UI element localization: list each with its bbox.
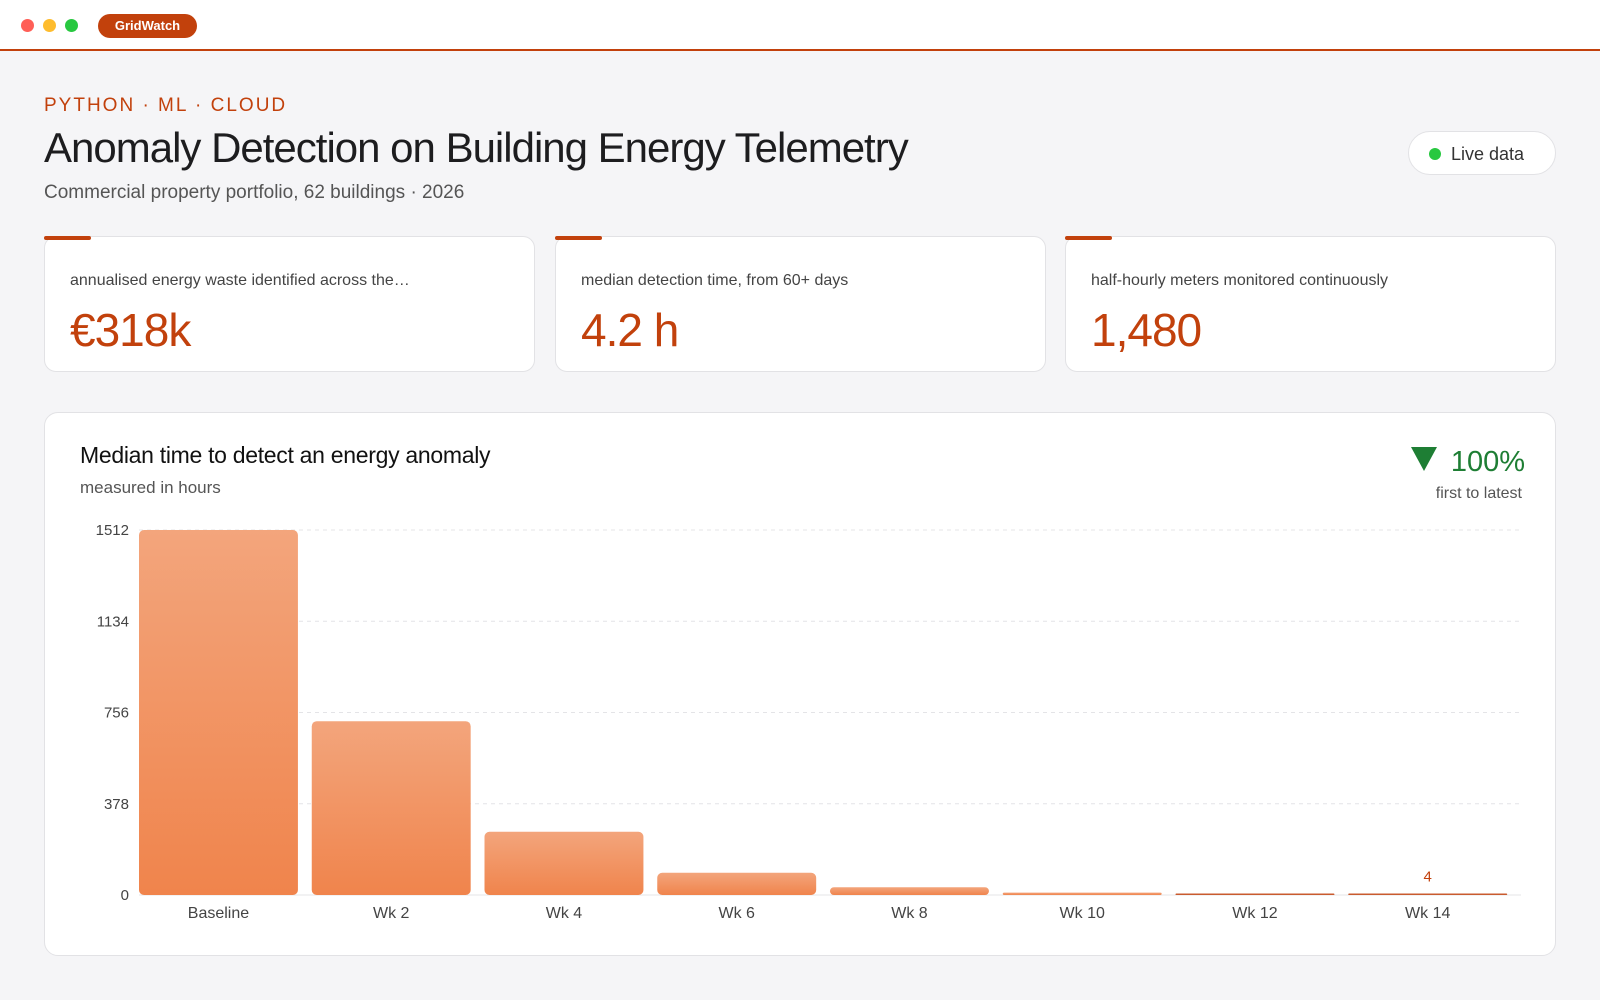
stat-card-meters: half-hourly meters monitored continuousl…	[1065, 236, 1556, 372]
app-name-badge: GridWatch	[98, 14, 197, 38]
x-tick-label: Baseline	[188, 905, 249, 922]
bar-value-label: 4	[1424, 869, 1432, 886]
x-tick-label: Wk 8	[891, 905, 928, 922]
stat-card-energy-waste: annualised energy waste identified acros…	[44, 236, 535, 372]
y-tick-label: 756	[104, 705, 129, 722]
bar-wk-12[interactable]	[1175, 893, 1335, 896]
x-tick-label: Wk 2	[373, 905, 410, 922]
stat-label: half-hourly meters monitored continuousl…	[1091, 272, 1389, 289]
stat-value: €318k	[70, 304, 191, 356]
down-triangle-icon	[1411, 447, 1437, 471]
y-tick-label: 1512	[96, 522, 129, 539]
y-tick-label: 378	[104, 796, 129, 813]
minimize-window-button[interactable]	[43, 19, 56, 32]
stat-accent-bar	[44, 236, 91, 240]
bar-baseline[interactable]	[139, 530, 298, 895]
bar-wk-2[interactable]	[311, 721, 471, 895]
bar-wk-14[interactable]	[1348, 893, 1508, 896]
stat-label: median detection time, from 60+ days	[581, 272, 849, 289]
bar-wk-10[interactable]	[1002, 892, 1162, 895]
live-data-label: Live data	[1451, 144, 1525, 164]
y-tick-label: 1134	[97, 613, 129, 630]
stat-label: annualised energy waste identified acros…	[70, 272, 410, 289]
bar-chart: 0 378 756 1134 1512 Baseline Wk 2 Wk 4 Wk 6 Wk 8 W…	[96, 522, 1521, 922]
stat-accent-bar	[555, 236, 602, 240]
stat-accent-bar	[1065, 236, 1112, 240]
chart-subtitle: measured in hours	[80, 478, 221, 497]
x-tick-label: Wk 10	[1060, 905, 1105, 922]
chart-title: Median time to detect an energy anomaly	[80, 442, 491, 468]
bar-wk-6[interactable]	[657, 872, 817, 895]
stat-value: 4.2 h	[581, 304, 679, 356]
x-tick-label: Wk 6	[718, 905, 755, 922]
bar-wk-4[interactable]	[484, 831, 644, 895]
page-eyebrow: PYTHON · ML · CLOUD	[44, 95, 288, 116]
window-titlebar: GridWatch	[0, 0, 1600, 51]
maximize-window-button[interactable]	[65, 19, 78, 32]
chart-card: Median time to detect an energy anomaly …	[44, 412, 1556, 956]
x-tick-label: Wk 14	[1405, 905, 1450, 922]
close-window-button[interactable]	[21, 19, 34, 32]
x-tick-label: Wk 12	[1232, 905, 1277, 922]
x-tick-label: Wk 4	[546, 905, 583, 922]
live-data-indicator[interactable]: Live data	[1408, 131, 1556, 175]
stat-card-detection-time: median detection time, from 60+ days 4.2…	[555, 236, 1046, 372]
y-tick-label: 0	[121, 887, 129, 904]
stat-value: 1,480	[1091, 304, 1202, 356]
delta-caption: first to latest	[1435, 485, 1522, 502]
delta-value: 100%	[1450, 446, 1525, 478]
page-subtitle: Commercial property portfolio, 62 buildi…	[44, 182, 465, 203]
page-title: Anomaly Detection on Building Energy Tel…	[44, 124, 909, 171]
bar-wk-8[interactable]	[830, 887, 989, 895]
live-status-dot-icon	[1429, 148, 1441, 160]
